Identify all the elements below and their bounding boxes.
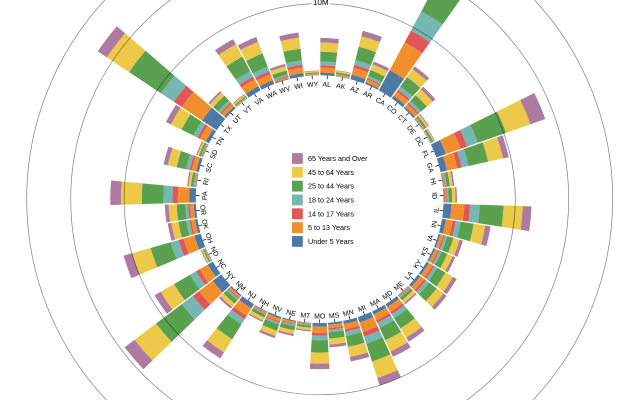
svg-text:GA: GA [425, 162, 435, 174]
svg-text:PA: PA [202, 191, 209, 200]
svg-text:CA: CA [374, 97, 386, 108]
svg-text:Under 5 Years: Under 5 Years [308, 237, 354, 246]
svg-text:MD: MD [381, 290, 394, 302]
svg-text:10M: 10M [313, 0, 329, 7]
svg-text:65 Years and Over: 65 Years and Over [308, 154, 368, 163]
svg-text:WV: WV [279, 85, 292, 95]
svg-text:WA: WA [266, 90, 279, 101]
svg-text:WI: WI [294, 83, 304, 91]
svg-text:18 to 24 Years: 18 to 24 Years [308, 195, 354, 204]
svg-text:SD: SD [209, 149, 219, 161]
svg-text:NJ: NJ [246, 290, 257, 301]
svg-text:14 to 17 Years: 14 to 17 Years [308, 209, 354, 218]
svg-text:IN: IN [431, 220, 439, 228]
svg-text:VT: VT [242, 104, 254, 115]
svg-text:KY: KY [413, 258, 424, 270]
svg-text:TX: TX [223, 124, 234, 136]
svg-text:MN: MN [342, 309, 354, 318]
svg-text:MO: MO [314, 314, 326, 321]
svg-text:KS: KS [420, 246, 431, 258]
svg-text:VA: VA [254, 97, 265, 108]
svg-text:MI: MI [357, 305, 367, 314]
svg-text:DE: DE [405, 124, 417, 136]
svg-text:OH: OH [203, 232, 213, 244]
svg-text:MA: MA [369, 297, 382, 308]
svg-text:AZ: AZ [349, 86, 360, 95]
svg-text:10M: 10M [313, 0, 329, 7]
svg-text:WY: WY [307, 81, 319, 89]
svg-text:IA: IA [427, 234, 436, 243]
svg-text:5 to 13 Years: 5 to 13 Years [308, 223, 350, 232]
svg-text:OR: OR [198, 205, 206, 216]
svg-text:AK: AK [336, 83, 347, 92]
svg-text:45 to 64 Years: 45 to 64 Years [308, 168, 354, 177]
svg-text:NY: NY [224, 270, 236, 282]
svg-text:FL: FL [420, 150, 430, 160]
svg-text:25 to 44 Years: 25 to 44 Years [308, 182, 354, 191]
svg-text:DC: DC [413, 136, 424, 148]
svg-text:ND: ND [209, 246, 220, 258]
svg-text:RI: RI [203, 178, 211, 186]
svg-text:TN: TN [215, 136, 226, 147]
svg-text:MS: MS [329, 312, 341, 320]
svg-text:ID: ID [430, 192, 437, 199]
svg-text:AL: AL [322, 81, 331, 89]
svg-text:LA: LA [404, 270, 415, 281]
svg-text:CT: CT [396, 114, 408, 126]
svg-text:NC: NC [216, 258, 227, 270]
svg-text:AR: AR [362, 90, 374, 100]
svg-text:NH: NH [258, 298, 270, 309]
svg-text:NE: NE [285, 309, 296, 318]
svg-text:OK: OK [200, 219, 209, 231]
svg-text:MT: MT [300, 312, 312, 320]
svg-text:NV: NV [271, 304, 283, 314]
svg-text:IL: IL [433, 207, 441, 214]
svg-text:SC: SC [205, 162, 214, 173]
svg-text:HI: HI [429, 178, 437, 186]
svg-text:UT: UT [232, 113, 244, 125]
